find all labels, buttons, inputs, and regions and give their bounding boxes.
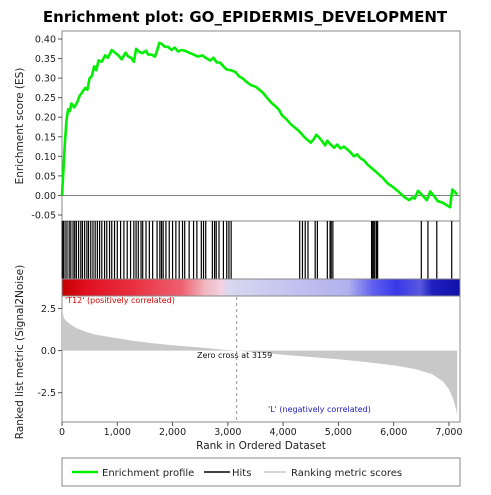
hits-lines: [61, 221, 453, 279]
metric-y-ticks: 2.5 0.0 -2.5: [37, 304, 62, 399]
x-tick-label: 3,000: [214, 427, 241, 438]
es-y-axis-label: Enrichment score (ES): [14, 68, 26, 185]
metric-y-tick-label: 0.0: [41, 346, 56, 357]
es-y-tick-label: 0.30: [35, 74, 56, 85]
x-tick-label: 0: [59, 427, 65, 438]
es-y-tick-label: 0.40: [35, 35, 56, 46]
x-tick-label: 4,000: [270, 427, 297, 438]
es-y-ticks: 0.40 0.35 0.30 0.25 0.20 0.15 0.10 0.05 0.00 -0.0…: [31, 35, 62, 222]
legend-label-ranking: Ranking metric scores: [291, 468, 402, 479]
x-tick-label: 5,000: [325, 427, 352, 438]
es-y-tick-label: 0.20: [35, 113, 56, 124]
enrichment-profile-line: [60, 41, 459, 209]
es-y-tick-label: 0.10: [35, 152, 56, 163]
hits-panel: [61, 220, 461, 280]
es-panel: 0.40 0.35 0.30 0.25 0.20 0.15 0.10 0.05 0.00 -0.0…: [31, 30, 461, 222]
metric-y-tick-label: -2.5: [37, 388, 56, 399]
ranking-metric-area: [62, 308, 458, 415]
positive-correlation-label: 'T12' (positively correlated): [65, 296, 175, 305]
es-y-tick-label: -0.05: [31, 211, 56, 222]
es-y-tick-label: 0.25: [35, 93, 56, 104]
metric-y-tick-label: 2.5: [41, 304, 56, 315]
legend-label-hits: Hits: [232, 468, 251, 479]
x-axis-ticks: 0 1,000 2,000 3,000 4,000 5,000 6,000 7,000: [59, 422, 463, 438]
negative-correlation-label: 'L' (negatively correlated): [268, 405, 371, 414]
x-tick-label: 6,000: [380, 427, 407, 438]
chart-title: Enrichment plot: GO_EPIDERMIS_DEVELOPMEN…: [43, 8, 448, 26]
legend-frame: [61, 457, 461, 487]
es-y-tick-label: 0.15: [35, 132, 56, 143]
x-tick-label: 7,000: [435, 427, 462, 438]
es-panel-frame: [61, 30, 461, 222]
legend-label-enrichment: Enrichment profile: [102, 468, 194, 479]
metric-y-axis-label: Ranked list metric (Signal2Noise): [14, 265, 26, 440]
x-tick-label: 1,000: [104, 427, 131, 438]
x-tick-label: 2,000: [159, 427, 186, 438]
x-axis-label: Rank in Ordered Dataset: [196, 440, 326, 452]
rank-color-bar: [61, 278, 461, 297]
metric-panel: 2.5 0.0 -2.5 'T12' (positively correlated)…: [37, 295, 461, 423]
legend: Enrichment profile Hits Ranking metric s…: [61, 457, 461, 487]
es-y-tick-label: 0.00: [35, 191, 56, 202]
es-y-tick-label: 0.05: [35, 171, 56, 182]
hits-panel-frame: [61, 220, 461, 280]
zero-cross-label: Zero cross at 3159: [197, 351, 272, 360]
es-y-tick-label: 0.35: [35, 54, 56, 65]
